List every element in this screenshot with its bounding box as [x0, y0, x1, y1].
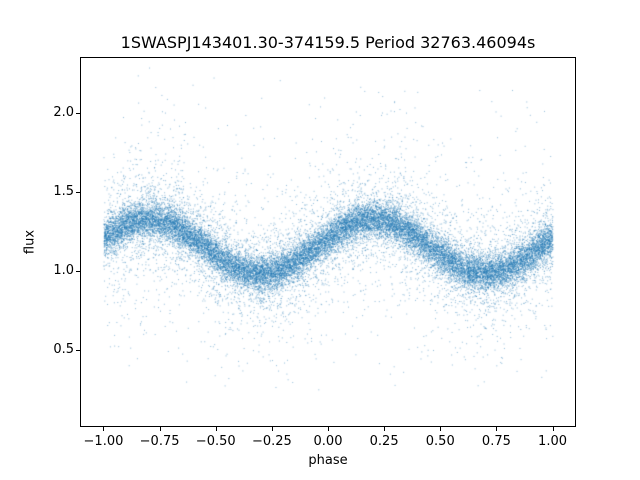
x-tick-label: −0.50 — [195, 434, 236, 449]
y-tick-label: 1.5 — [53, 184, 74, 200]
y-tick-mark — [76, 192, 80, 194]
y-tick-mark — [76, 113, 80, 115]
y-axis-label: flux — [22, 229, 38, 255]
x-tick-label: 0.25 — [369, 434, 399, 449]
y-tick-label: 2.0 — [53, 105, 74, 121]
y-tick-label: 0.5 — [53, 342, 74, 358]
x-tick-label: 0.75 — [481, 434, 511, 449]
x-tick-label: 1.00 — [538, 434, 567, 449]
plot-area-border — [80, 57, 576, 427]
chart-title: 1SWASPJ143401.30-374159.5 Period 32763.4… — [120, 33, 536, 52]
x-tick-mark — [440, 427, 442, 431]
x-tick-mark — [215, 427, 217, 431]
x-tick-mark — [271, 427, 273, 431]
x-tick-label: −1.00 — [83, 434, 124, 449]
x-tick-label: 0.00 — [313, 434, 343, 449]
x-tick-mark — [384, 427, 386, 431]
y-tick-mark — [76, 350, 80, 352]
x-tick-mark — [159, 427, 161, 431]
x-tick-label: 0.50 — [425, 434, 455, 449]
x-tick-label: −0.75 — [139, 434, 180, 449]
x-tick-mark — [552, 427, 554, 431]
y-tick-mark — [76, 271, 80, 273]
x-tick-mark — [328, 427, 329, 431]
x-axis-label: phase — [308, 453, 348, 468]
x-tick-mark — [103, 427, 105, 431]
x-tick-mark — [496, 427, 498, 431]
x-tick-label: −0.25 — [251, 434, 292, 449]
y-tick-label: 1.0 — [53, 263, 74, 279]
scatter-points-canvas — [81, 58, 575, 426]
